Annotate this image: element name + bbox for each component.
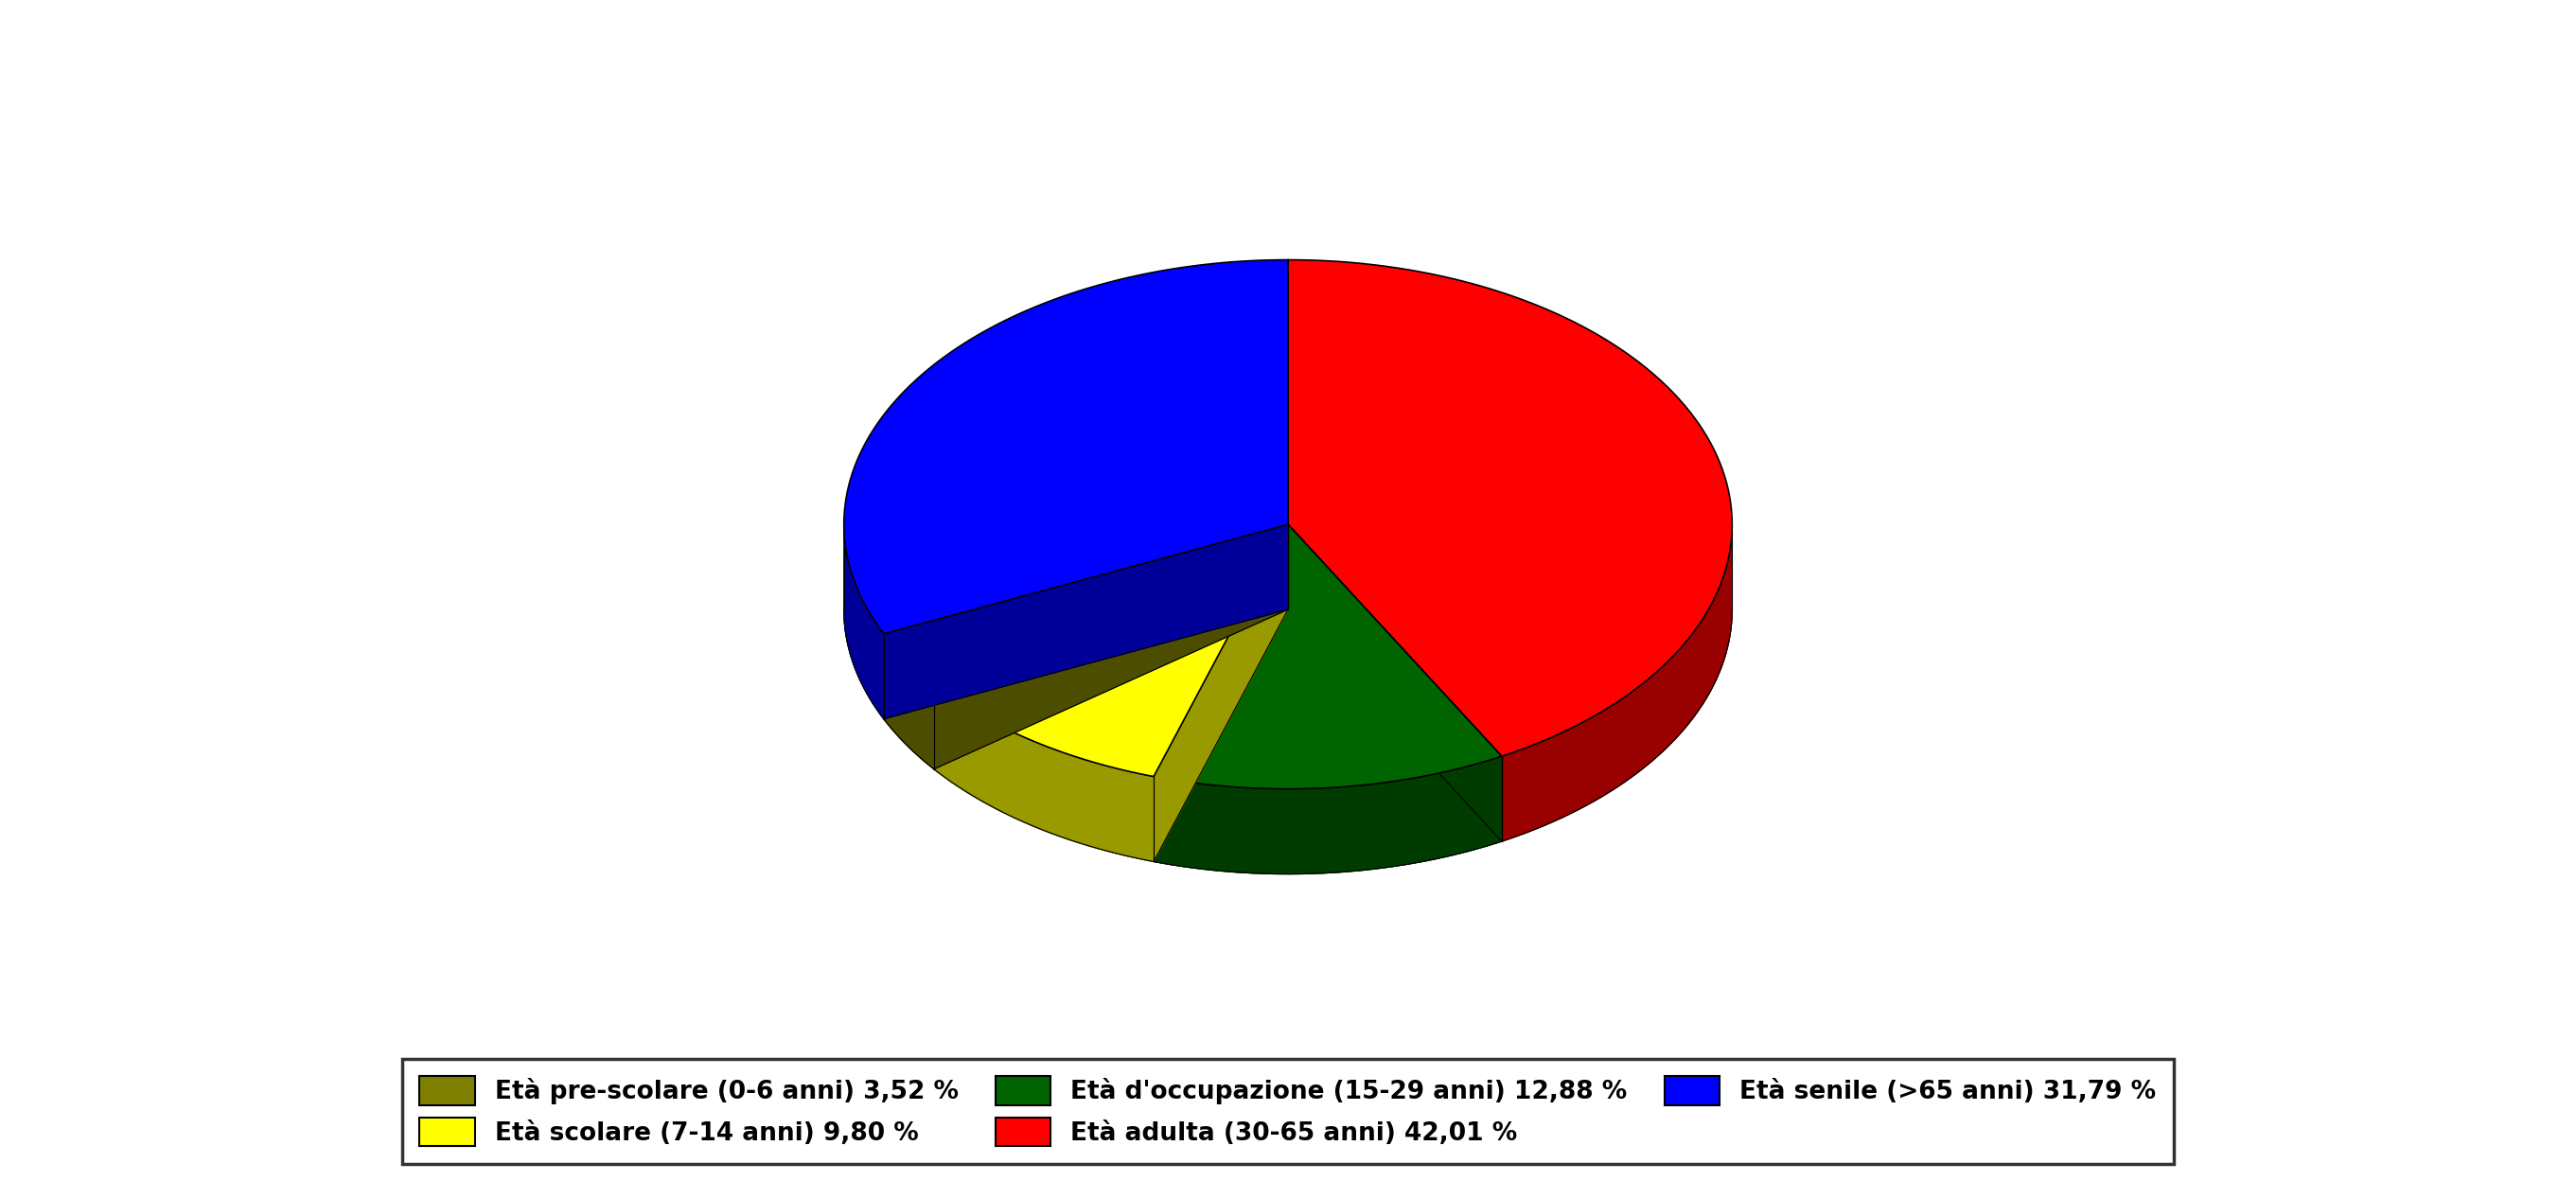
Polygon shape <box>1288 260 1731 756</box>
Polygon shape <box>935 684 1154 862</box>
Ellipse shape <box>845 345 1731 874</box>
Polygon shape <box>1154 524 1288 862</box>
Polygon shape <box>935 524 1288 777</box>
Polygon shape <box>884 524 1288 719</box>
Polygon shape <box>845 526 884 719</box>
Polygon shape <box>884 524 1288 684</box>
Polygon shape <box>845 260 1288 634</box>
Polygon shape <box>1288 524 1502 841</box>
Polygon shape <box>1502 524 1731 841</box>
Polygon shape <box>1154 524 1502 789</box>
Polygon shape <box>884 524 1288 719</box>
Legend: Età pre-scolare (0-6 anni) 3,52 %, Età scolare (7-14 anni) 9,80 %, Età d'occupaz: Età pre-scolare (0-6 anni) 3,52 %, Età s… <box>402 1058 2174 1163</box>
Polygon shape <box>1154 524 1288 862</box>
Polygon shape <box>935 524 1288 769</box>
Polygon shape <box>884 634 935 769</box>
Polygon shape <box>1288 524 1502 841</box>
Polygon shape <box>1154 756 1502 874</box>
Polygon shape <box>935 524 1288 769</box>
